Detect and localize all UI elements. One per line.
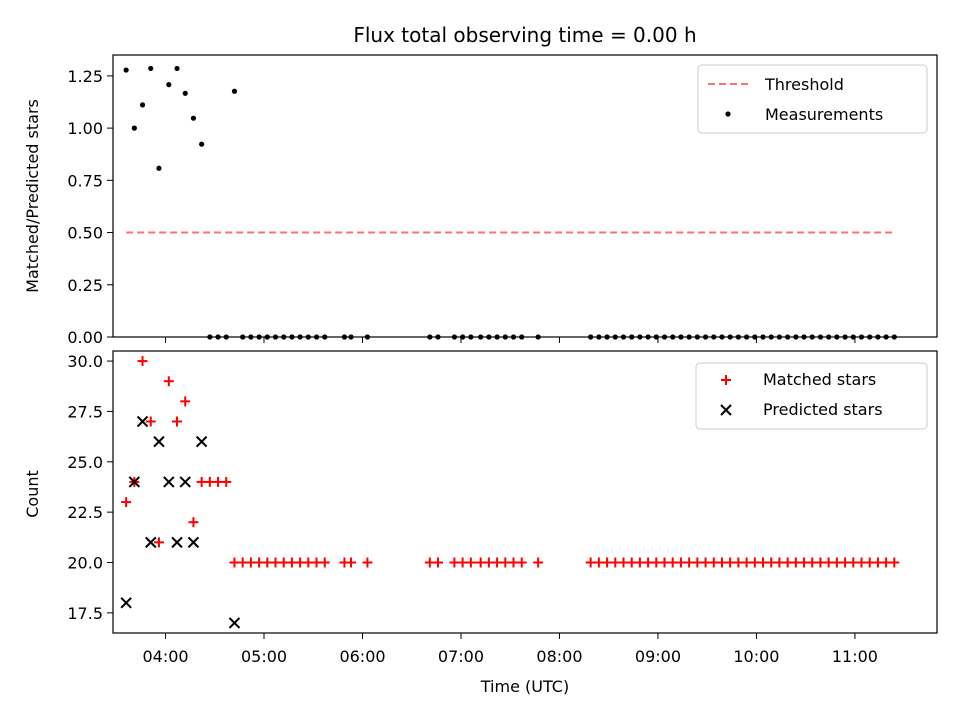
data-point [137,356,148,367]
data-point [163,476,175,488]
top-y-tick-label: 0.50 [67,224,103,243]
top-panel: 0.00 0.25 0.50 0.75 1.00 1.25 [67,54,938,347]
bottom-y-tick-label: 25.0 [67,453,103,472]
bottom-x-tick-label: 04:00 [142,647,188,666]
data-point [174,65,180,72]
bottom-x-tick-label: 11:00 [832,647,878,666]
data-point [179,476,191,488]
data-point [131,125,137,131]
data-point [153,435,165,448]
bottom-axes-frame [112,350,938,634]
marker-stroke [228,617,241,629]
marker-stroke [153,435,165,448]
data-point [120,597,132,609]
data-point [182,90,188,96]
data-point [889,557,900,568]
data-point [228,617,241,629]
bottom-y-tick-label: 30.0 [67,352,103,371]
data-point [516,557,527,568]
data-point [153,537,164,548]
data-point [187,536,200,549]
bottom-x-tick-label: 06:00 [339,647,385,666]
top-legend: Threshold Measurements [697,64,928,134]
legend-threshold-label: Threshold [764,75,844,94]
bottom-y-axis-label: Count [23,470,42,518]
marker-stroke [120,597,132,609]
top-axes-frame [112,54,938,338]
marker-stroke [136,415,149,428]
data-point [136,415,149,428]
marker-stroke [145,536,157,549]
bottom-series-matched-stars [121,356,900,568]
bottom-y-tick-label: 20.0 [67,554,103,573]
bottom-x-tick-label: 07:00 [438,647,484,666]
data-point [128,476,141,488]
data-point [465,557,476,568]
legend-plus-marker [721,375,731,385]
top-y-tick-label: 1.25 [67,67,103,86]
data-point [139,102,146,108]
bottom-x-tick-label: 10:00 [733,647,779,666]
top-legend-frame [697,64,928,134]
data-point [433,557,444,568]
data-point [221,476,232,487]
bottom-y-tick-label: 27.5 [67,402,103,421]
bottom-y-tick-label: 22.5 [67,503,103,522]
top-y-tick-label: 0.00 [67,328,103,347]
data-point [319,557,330,568]
data-point [362,557,373,568]
marker-stroke [195,435,208,448]
bottom-legend: Matched stars Predicted stars [695,362,928,430]
top-y-axis-label: Matched/Predicted stars [23,99,42,293]
bottom-x-tick-label: 05:00 [241,647,287,666]
data-point [166,81,172,88]
data-point [188,517,199,528]
marker-stroke [187,536,200,549]
marker-stroke [163,476,175,488]
data-point [156,165,162,171]
data-point [163,376,174,387]
bottom-legend-frame [695,362,928,430]
bottom-series-predicted-stars [120,415,241,629]
data-point [123,67,129,73]
data-point [172,416,183,427]
marker-stroke [171,536,183,549]
data-point [231,88,238,94]
marker-stroke [179,476,191,488]
data-point [195,435,208,448]
top-y-tick-label: 0.25 [67,276,103,295]
legend-x-marker [720,404,732,416]
marker-stroke [720,404,732,416]
bottom-x-tick-label: 08:00 [536,647,582,666]
data-point [180,396,191,407]
data-point [190,115,197,121]
legend-matched-swatch [721,375,731,385]
legend-predicted-swatch [720,404,732,416]
data-point [145,536,157,549]
bottom-panel: 17.5 20.0 22.5 25.0 27.5 30.0 04:00 05:00 06:00 0… [67,350,938,666]
data-point [145,416,156,427]
legend-measurements-swatch [725,111,731,117]
data-point [199,141,205,147]
chart-title: Flux total observing time = 0.00 h [353,23,696,47]
top-y-tick-label: 0.75 [67,171,103,190]
bottom-y-tick-label: 17.5 [67,604,103,623]
legend-measurements-label: Measurements [765,105,883,124]
data-point [346,557,357,568]
data-point [533,557,544,568]
data-point [148,65,154,72]
bottom-x-tick-label: 09:00 [635,647,681,666]
top-y-tick-label: 1.00 [67,119,103,138]
legend-matched-label: Matched stars [763,370,876,389]
data-point [171,536,183,549]
x-axis-label: Time (UTC) [480,677,569,696]
data-point [121,497,132,508]
marker-stroke [128,476,141,488]
legend-predicted-label: Predicted stars [763,400,883,419]
